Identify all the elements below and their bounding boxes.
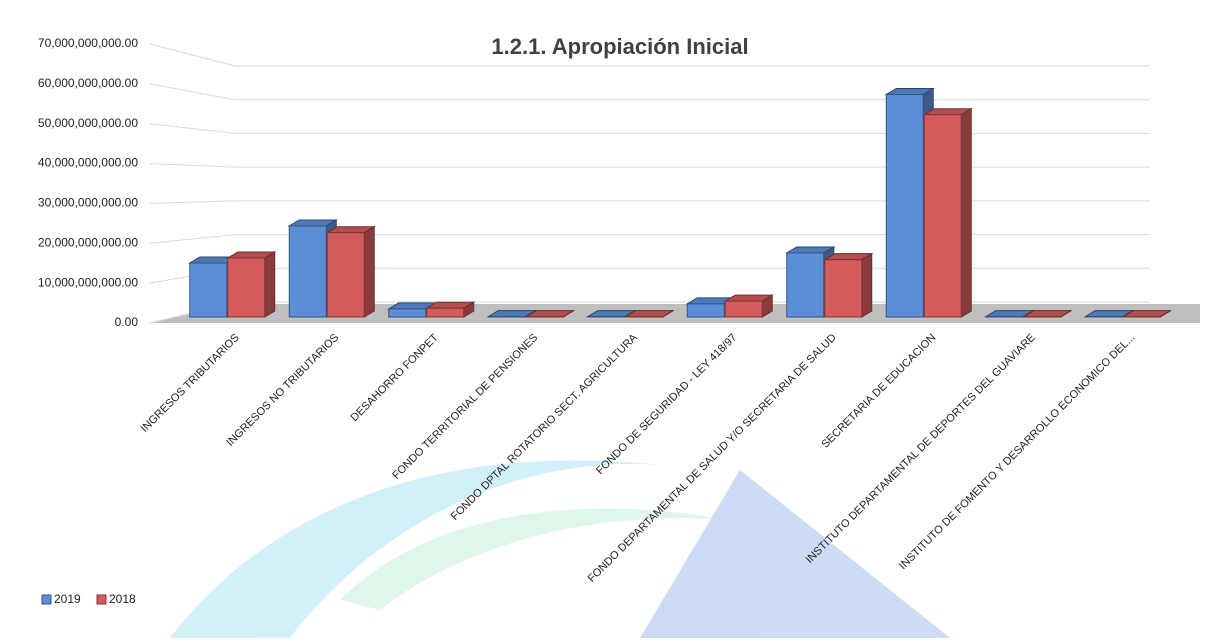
bar-side — [265, 252, 275, 317]
y-tick-label: 50,000,000,000.00 — [38, 116, 138, 130]
bar-front — [228, 258, 265, 317]
y-tick-label: 10,000,000,000.00 — [38, 275, 138, 289]
y-tick-label: 70,000,000,000.00 — [38, 36, 138, 50]
bar — [725, 295, 772, 317]
bar-side — [862, 254, 872, 317]
bar-front — [924, 115, 961, 317]
bar-front — [725, 301, 762, 317]
bar — [228, 252, 275, 317]
y-tick-label: 40,000,000,000.00 — [38, 156, 138, 170]
bar — [825, 254, 872, 317]
bar — [427, 302, 474, 317]
legend-label: 2019 — [54, 592, 81, 606]
bar-front — [389, 309, 426, 317]
bar-front — [427, 308, 464, 317]
y-tick-label: 60,000,000,000.00 — [38, 76, 138, 90]
y-tick-label: 20,000,000,000.00 — [38, 235, 138, 249]
chart-title: 1.2.1. Apropiación Inicial — [491, 34, 748, 59]
legend-swatch — [42, 595, 51, 604]
bar — [924, 109, 971, 317]
bar — [327, 227, 374, 317]
y-tick-label: 0.00 — [115, 315, 139, 329]
bar-front — [787, 253, 824, 317]
bar-front — [886, 94, 923, 317]
legend-label: 2018 — [109, 592, 136, 606]
bar-front — [687, 304, 724, 317]
bar-front — [289, 226, 326, 317]
y-tick-label: 30,000,000,000.00 — [38, 196, 138, 210]
bar-side — [364, 227, 374, 317]
bar-front — [190, 263, 227, 317]
bar-front — [825, 260, 862, 317]
bar-front — [327, 233, 364, 317]
bar-side — [961, 109, 971, 317]
legend-swatch — [97, 595, 106, 604]
